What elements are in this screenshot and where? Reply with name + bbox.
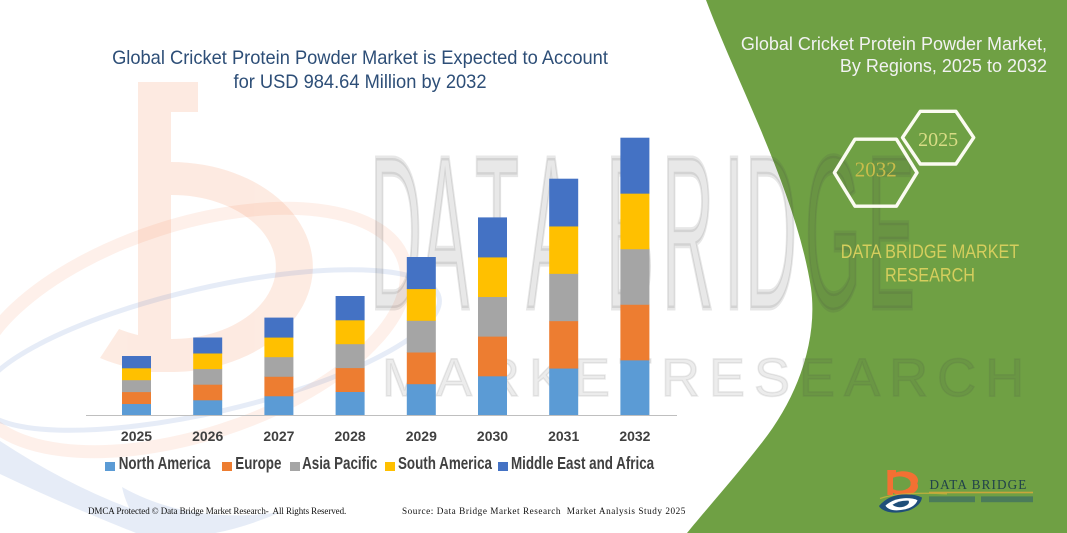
svg-text:A: A: [421, 112, 469, 355]
svg-text:D: D: [370, 112, 422, 355]
svg-text:D: D: [745, 112, 797, 355]
svg-text:DATA BRIDGE: DATA BRIDGE: [930, 477, 1028, 492]
svg-text:I: I: [724, 112, 744, 355]
svg-text:G: G: [805, 112, 861, 355]
svg-text:2032: 2032: [855, 158, 897, 182]
svg-text:R: R: [662, 112, 714, 355]
svg-text:E: E: [867, 112, 915, 355]
svg-text:2025: 2025: [918, 129, 958, 151]
